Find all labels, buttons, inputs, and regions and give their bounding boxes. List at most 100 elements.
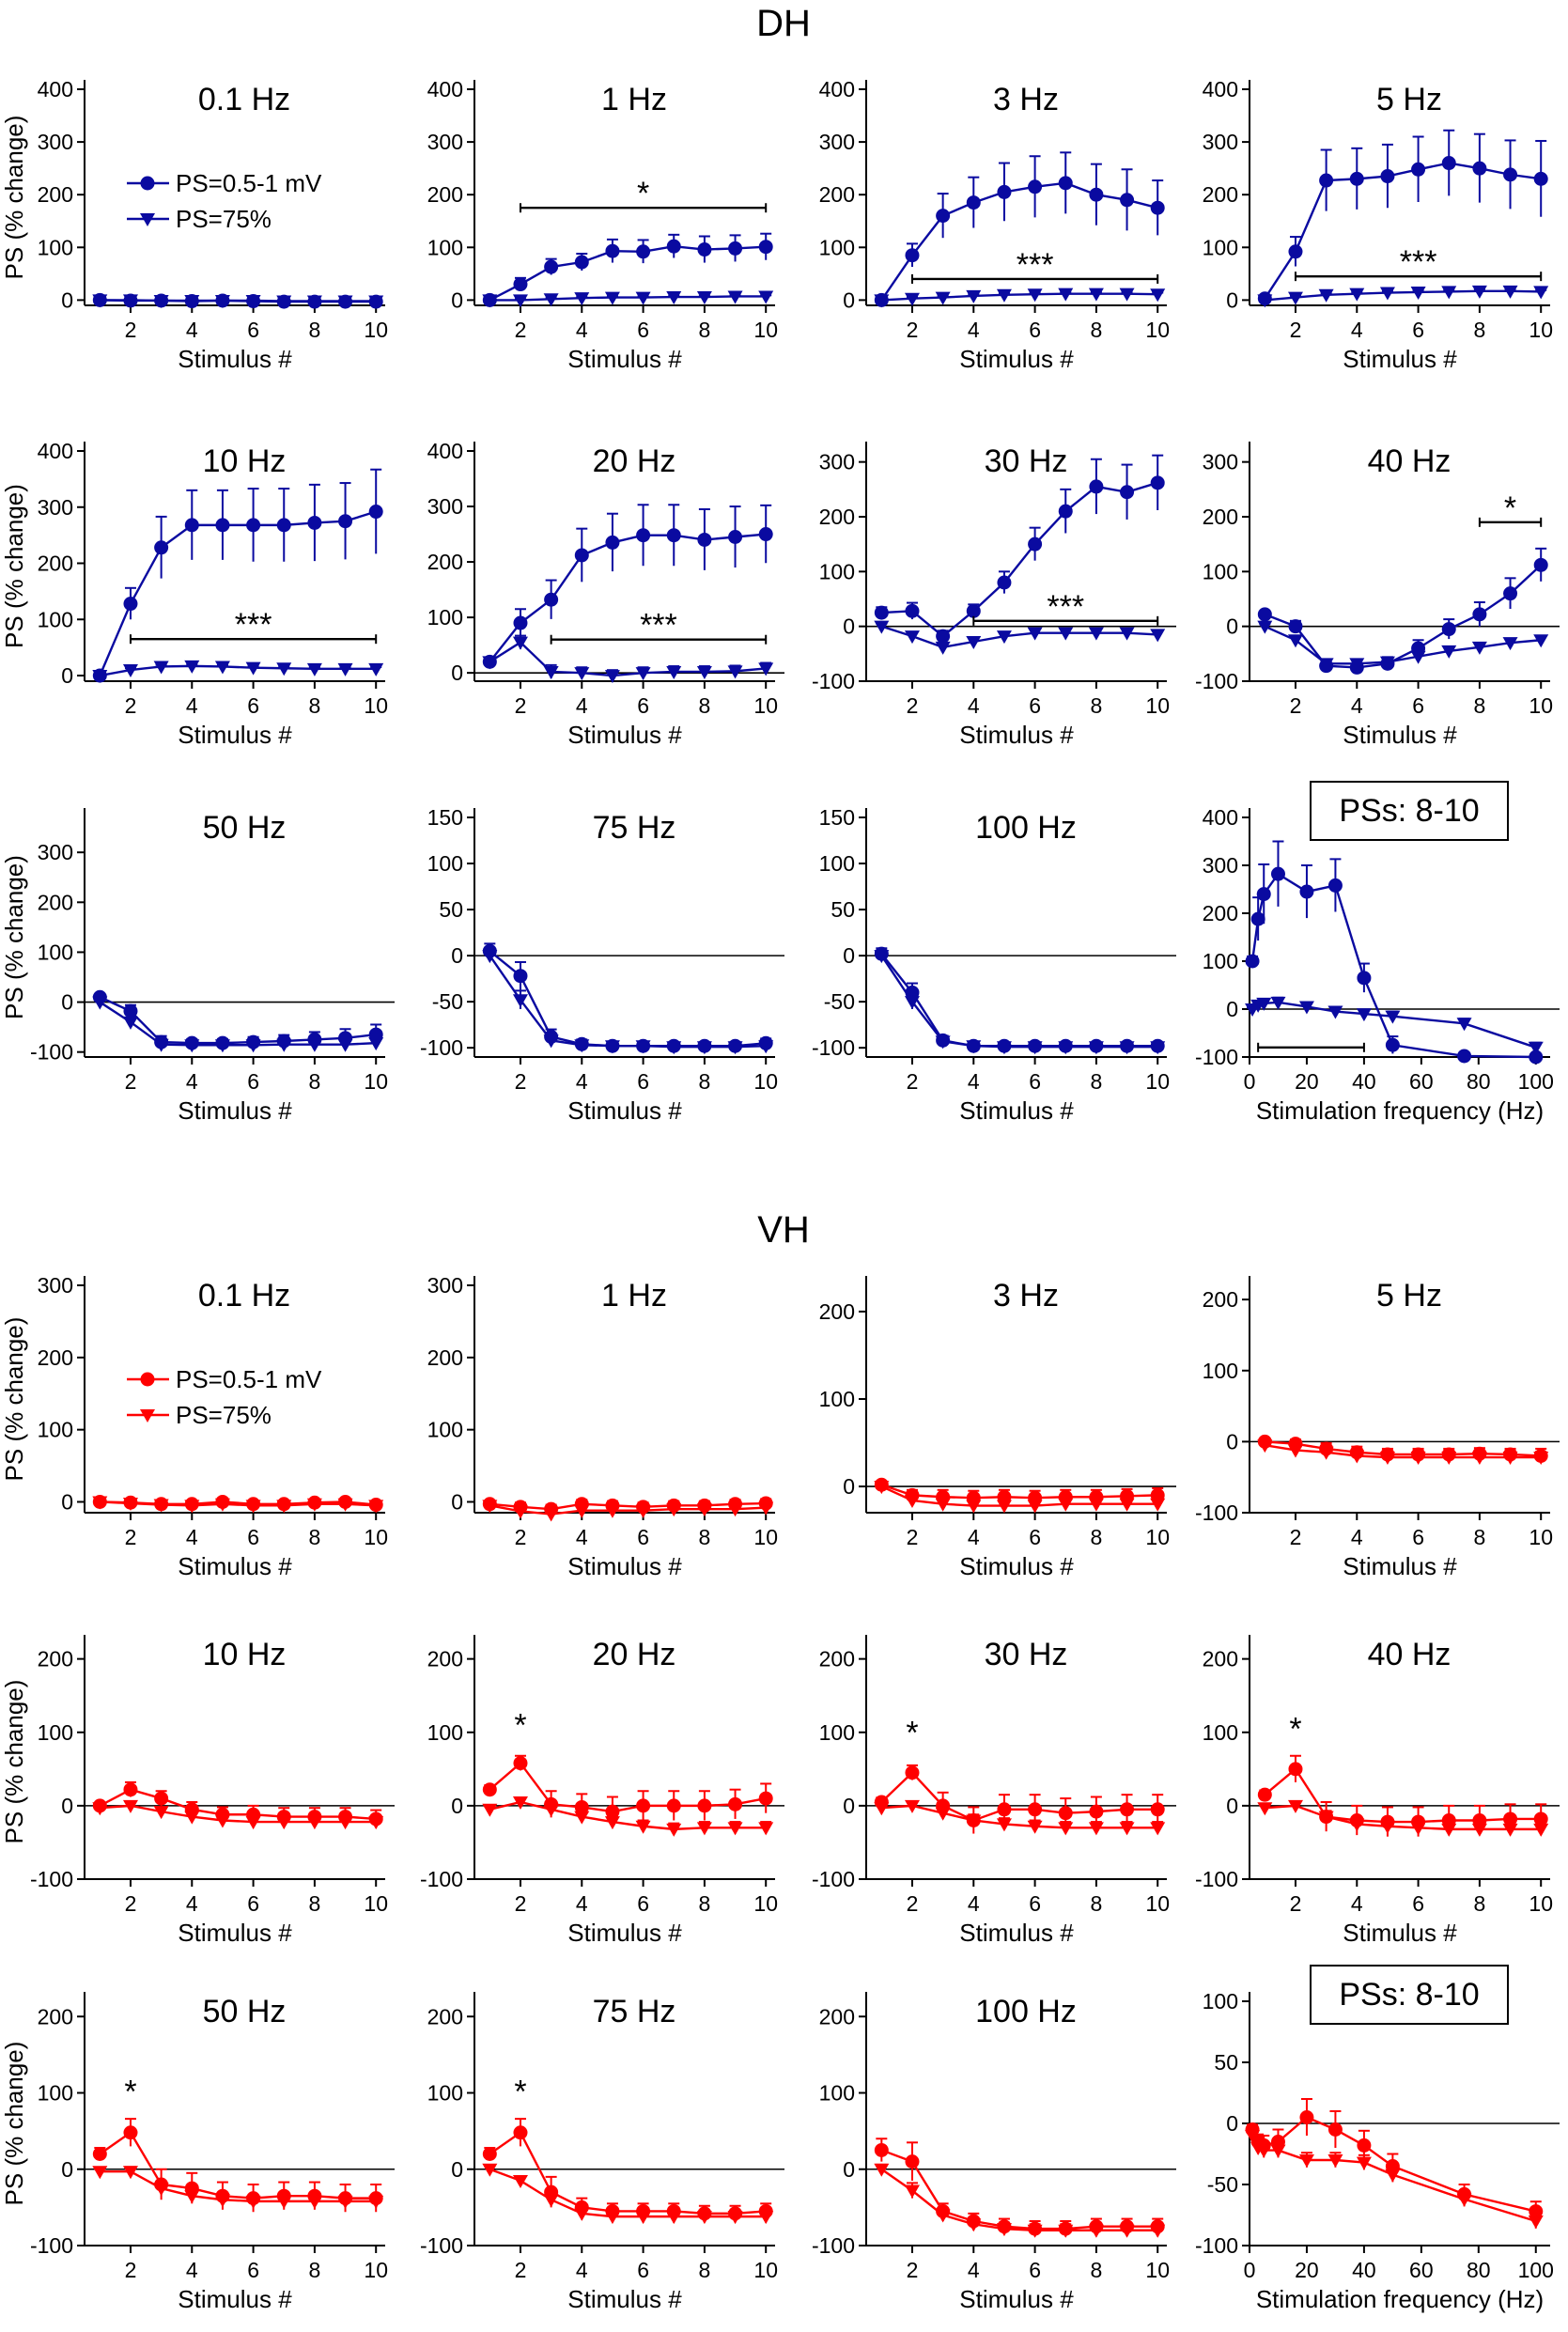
y-tick-label: 0 <box>1226 2111 1238 2136</box>
panel-dh_50: -100 0 100 200 300 2 4 6 8 10 Stimulus # PS (% chan… <box>0 808 395 1125</box>
series-ps-75pct <box>92 996 384 1053</box>
x-tick-label: 8 <box>698 1069 710 1094</box>
x-axis-label: Stimulus # <box>959 1096 1074 1125</box>
data-point <box>337 1816 353 1830</box>
x-tick-label: 8 <box>308 1069 320 1094</box>
series-ps-75pct <box>874 1481 1166 1514</box>
x-tick-label: 10 <box>1529 1525 1553 1549</box>
y-tick-label: 200 <box>38 890 73 914</box>
data-point <box>368 505 383 520</box>
data-point <box>758 2211 774 2225</box>
data-point <box>758 290 774 304</box>
data-point <box>1245 954 1260 969</box>
data-point <box>92 670 108 684</box>
panel-title: 100 Hz <box>975 1994 1077 2029</box>
x-tick-label: 2 <box>515 2258 527 2282</box>
series-line <box>99 1788 377 1821</box>
data-point <box>1058 504 1073 519</box>
y-tick-label: 150 <box>427 805 463 830</box>
data-point <box>512 636 528 650</box>
data-point <box>1027 1041 1043 1055</box>
x-axis-label: Stimulus # <box>567 1552 682 1580</box>
x-tick-label: 8 <box>308 1891 320 1916</box>
data-point <box>1058 176 1073 191</box>
y-tick-label: 300 <box>38 840 73 864</box>
x-axis-label: Stimulus # <box>567 721 682 749</box>
x-tick-label: 8 <box>308 693 320 718</box>
x-tick-label: 6 <box>247 1891 259 1916</box>
data-point <box>1533 1452 1549 1466</box>
data-point <box>1456 2193 1472 2207</box>
data-point <box>245 2195 261 2209</box>
x-tick-label: 6 <box>247 318 259 342</box>
series-line <box>99 2131 377 2200</box>
data-point <box>1457 1049 1472 1064</box>
y-tick-label: 0 <box>843 288 855 312</box>
y-tick-label: 100 <box>427 1418 463 1442</box>
series-line <box>99 996 377 1045</box>
panel-vh_40: -100 0 100 200 2 4 6 8 10 Stimulus # 40 Hz * <box>1195 1635 1560 1947</box>
data-point <box>1058 1498 1074 1512</box>
x-axis-label: Stimulus # <box>178 1919 292 1947</box>
data-point <box>276 518 291 533</box>
data-point <box>368 2195 384 2209</box>
section-title-vh: VH <box>757 1209 810 1251</box>
data-point <box>727 665 743 679</box>
x-tick-label: 80 <box>1467 2258 1491 2282</box>
data-point <box>276 295 292 309</box>
series-ps-75pct <box>874 2163 1166 2238</box>
x-tick-label: 60 <box>1409 1069 1434 1094</box>
data-point <box>153 1806 169 1820</box>
data-point <box>1472 607 1487 622</box>
x-tick-label: 4 <box>576 318 588 342</box>
data-point <box>905 603 920 618</box>
data-point <box>1441 156 1456 171</box>
significance-label: * <box>1289 1712 1301 1748</box>
data-point <box>123 1003 138 1018</box>
data-point <box>1119 1498 1135 1512</box>
data-point <box>1119 1822 1135 1836</box>
data-point <box>574 255 589 270</box>
data-point <box>1027 1500 1043 1514</box>
data-point <box>1256 887 1271 902</box>
panel-dh_5: 0 100 200 300 400 2 4 6 8 10 Stimulus # 5 Hz *** <box>1203 77 1553 373</box>
data-point <box>482 1782 497 1797</box>
y-tick-label: 0 <box>1226 1429 1238 1454</box>
y-tick-label: 400 <box>38 439 73 463</box>
data-point <box>697 532 712 547</box>
data-point <box>874 294 890 308</box>
data-point <box>1257 294 1273 308</box>
panel-title: 10 Hz <box>203 443 287 479</box>
data-point <box>1150 1802 1165 1817</box>
x-axis-label: Stimulation frequency (Hz) <box>1256 2285 1544 2313</box>
x-axis-label: Stimulus # <box>959 345 1074 373</box>
panel-title: 30 Hz <box>985 1637 1068 1672</box>
x-tick-label: 10 <box>1529 693 1553 718</box>
x-axis-label: Stimulus # <box>178 1552 292 1580</box>
data-point <box>1256 997 1272 1011</box>
data-point <box>1027 1820 1043 1834</box>
data-point <box>935 291 951 305</box>
data-point <box>184 660 200 674</box>
y-tick-label: 300 <box>38 495 73 520</box>
y-tick-label: -100 <box>30 1040 73 1065</box>
data-point <box>1058 1822 1074 1836</box>
data-point <box>1533 171 1548 186</box>
x-axis-label: Stimulus # <box>567 2285 682 2313</box>
data-point <box>337 662 353 676</box>
series-line <box>1250 872 1536 1059</box>
data-point <box>306 295 322 309</box>
data-point <box>1058 2224 1074 2238</box>
series-line <box>100 2169 377 2203</box>
y-tick-label: 200 <box>1203 1647 1238 1671</box>
data-point <box>604 670 620 684</box>
data-point <box>1287 291 1303 305</box>
x-tick-label: 20 <box>1295 2258 1319 2282</box>
x-tick-label: 2 <box>125 1891 137 1916</box>
data-point <box>368 1816 384 1830</box>
y-tick-label: 0 <box>843 614 855 639</box>
significance-label: * <box>124 2074 136 2109</box>
x-tick-label: 2 <box>515 318 527 342</box>
series-line <box>99 1001 377 1047</box>
